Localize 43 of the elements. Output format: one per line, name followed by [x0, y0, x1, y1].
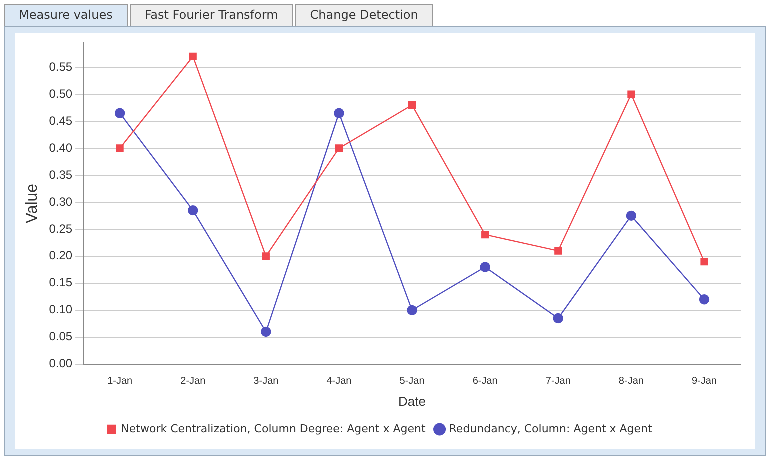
x-tick-label: 2-Jan	[180, 376, 206, 388]
x-axis-title: Date	[398, 394, 426, 409]
x-tick-label: 9-Jan	[692, 376, 717, 388]
x-tick-label: 8-Jan	[618, 376, 644, 388]
point	[408, 102, 416, 110]
point	[116, 144, 124, 152]
point	[407, 305, 418, 316]
y-axis-title: Value	[24, 184, 42, 224]
x-tick-label: 5-Jan	[400, 376, 425, 388]
legend-label: Network Centralization, Column Degree: Agent x Agent	[121, 422, 426, 436]
point	[554, 247, 562, 255]
point	[553, 313, 564, 324]
point	[699, 294, 710, 305]
point	[334, 108, 344, 118]
point	[335, 144, 344, 152]
x-tick-label: 4-Jan	[326, 376, 352, 388]
point	[188, 205, 198, 216]
y-tick-label: 0.20	[49, 248, 73, 263]
y-tick-label: 0.15	[49, 276, 73, 290]
x-tick-label: 7-Jan	[546, 376, 571, 388]
y-tick-label: 0.25	[49, 222, 73, 236]
y-tick-label: 0.55	[49, 60, 73, 74]
y-tick-label: 0.05	[49, 330, 73, 344]
point	[189, 52, 197, 60]
y-tick-label: 0.35	[49, 168, 73, 182]
point	[700, 258, 708, 266]
point	[114, 108, 126, 118]
y-tick-label: 0.00	[49, 356, 73, 371]
y-tick-label: 0.50	[49, 86, 73, 101]
x-tick-label: 3-Jan	[254, 376, 279, 388]
point	[628, 90, 636, 98]
y-tick-label: 0.40	[49, 140, 73, 155]
y-tick-label: 0.10	[49, 302, 73, 317]
x-tick-label: 6-Jan	[472, 376, 498, 388]
point	[480, 262, 490, 272]
point	[262, 252, 270, 260]
y-tick-label: 0.45	[49, 114, 73, 128]
x-tick-label: 1-Jan	[108, 376, 133, 388]
point	[261, 326, 272, 338]
point	[482, 231, 490, 239]
legend-label: Redundancy, Column: Agent x Agent	[449, 422, 654, 436]
point	[626, 210, 637, 222]
y-tick-label: 0.30	[49, 194, 73, 209]
